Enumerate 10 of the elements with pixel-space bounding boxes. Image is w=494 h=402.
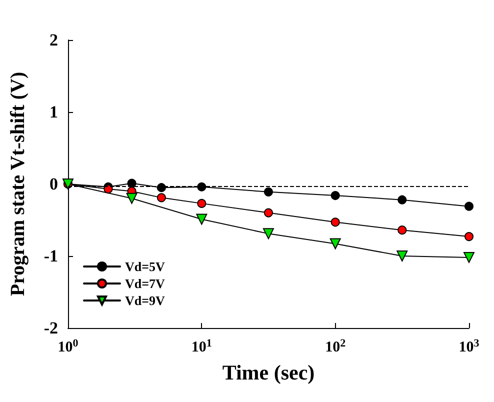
x-axis-title: Time (sec): [222, 360, 315, 384]
y-tick-label: 0: [50, 174, 58, 194]
y-tick-label: -1: [44, 246, 58, 266]
y-tick-label: 2: [50, 30, 58, 50]
legend-label: Vd=7V: [125, 276, 166, 291]
legend-label: Vd=9V: [125, 293, 166, 308]
y-tick-label: -2: [44, 318, 58, 338]
legend-label: Vd=5V: [125, 259, 166, 274]
y-tick-label: 1: [50, 102, 58, 122]
y-axis-title: Program state Vt-shift (V): [7, 72, 29, 296]
